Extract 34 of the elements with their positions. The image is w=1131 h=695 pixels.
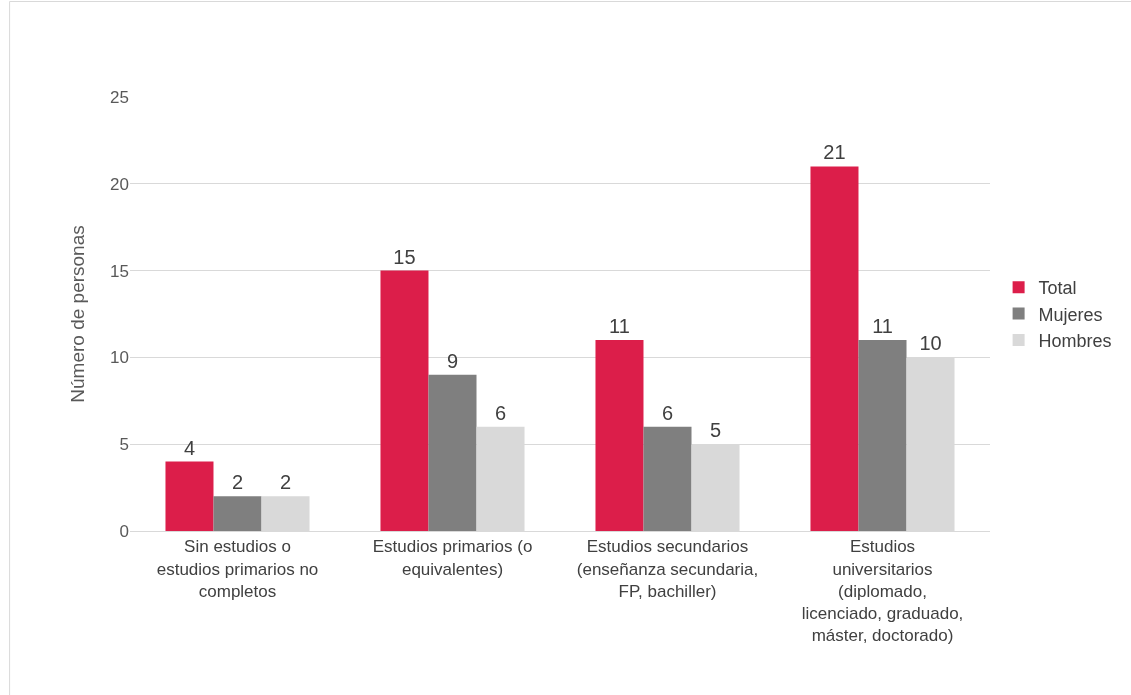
data-label: 4 bbox=[183, 436, 196, 459]
bar bbox=[380, 270, 429, 531]
bar bbox=[643, 426, 692, 531]
y-tick-label: 5 bbox=[119, 435, 129, 455]
data-label: 2 bbox=[279, 471, 292, 494]
data-label: 5 bbox=[709, 419, 722, 442]
y-tick-label: 0 bbox=[119, 521, 129, 541]
bar bbox=[858, 340, 907, 531]
legend-label: Hombres bbox=[1038, 331, 1112, 352]
data-label: 15 bbox=[393, 245, 416, 268]
y-tick-label: 20 bbox=[110, 174, 129, 194]
x-tick-label: Estudios secundarios (enseñanza secundaria, FP, bachiller) bbox=[576, 537, 759, 601]
x-tick-label: Sin estudios o estudios primarios no completos bbox=[156, 537, 319, 601]
bar bbox=[810, 166, 859, 531]
y-tick-label: 15 bbox=[110, 261, 129, 281]
bar bbox=[165, 461, 214, 531]
data-label: 6 bbox=[661, 401, 674, 424]
bar bbox=[595, 340, 644, 531]
data-label: 6 bbox=[494, 401, 507, 424]
legend-label: Total bbox=[1038, 278, 1077, 299]
y-tick-label: 25 bbox=[110, 87, 129, 107]
data-label: 2 bbox=[231, 471, 244, 494]
data-label: 9 bbox=[446, 349, 459, 372]
bar bbox=[428, 374, 477, 531]
data-label: 10 bbox=[919, 332, 942, 355]
legend-label: Mujeres bbox=[1038, 304, 1103, 325]
bar bbox=[213, 496, 262, 531]
data-label: 21 bbox=[823, 141, 846, 164]
x-tick-label: Estudios primarios (o equivalentes) bbox=[372, 537, 533, 579]
data-label: 11 bbox=[609, 315, 630, 338]
y-tick-label: 10 bbox=[110, 348, 129, 368]
data-label: 11 bbox=[872, 315, 893, 338]
y-axis-title: Número de personas bbox=[66, 225, 88, 403]
x-tick-label: Estudios universitarios (diplomado, licenciado, graduado, máster, doctorado) bbox=[801, 537, 964, 645]
